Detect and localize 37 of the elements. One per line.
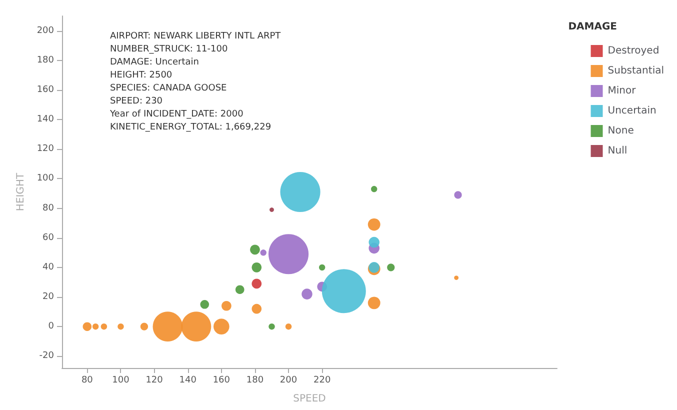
annotation: AIRPORT: NEWARK LIBERTY INTL ARPT [110, 32, 282, 42]
y-tick-label: 60 [42, 232, 54, 243]
y-tick-label: 0 [48, 322, 54, 332]
legend-label: Uncertain [608, 106, 656, 116]
y-tick-label: 140 [36, 114, 54, 125]
legend-title: DAMAGE [568, 22, 618, 32]
y-axis-title: HEIGHT [15, 172, 26, 212]
y-tick-label: 160 [36, 84, 54, 95]
x-tick-label: 160 [212, 376, 230, 386]
y-tick-label: 100 [36, 174, 54, 184]
y-tick-label: 180 [36, 55, 54, 66]
y-tick-label: -20 [39, 351, 54, 362]
x-tick-label: 100 [112, 376, 130, 386]
x-tick-label: 220 [313, 376, 331, 386]
annotation: NUMBER_STRUCK: 11-100 [110, 44, 228, 54]
annotation: SPEED: 230 [110, 96, 163, 106]
annotation: DAMAGE: Uncertain [110, 58, 199, 68]
legend-label: Destroyed [608, 46, 660, 56]
x-axis-title: SPEED [293, 394, 326, 404]
x-tick-label: 180 [246, 376, 264, 386]
y-tick-label: 40 [42, 262, 54, 272]
x-tick-label: 120 [146, 376, 164, 386]
annotation: HEIGHT: 2500 [110, 70, 172, 80]
legend-label: Null [608, 146, 628, 156]
annotation: KINETIC_ENERGY_TOTAL: 1,669,229 [110, 122, 272, 132]
legend-label: Substantial [608, 66, 664, 76]
x-tick-label: 140 [179, 376, 197, 386]
x-tick-label: 200 [280, 376, 298, 386]
legend-label: None [608, 126, 634, 136]
y-tick-label: 120 [36, 144, 54, 154]
annotation: SPECIES: CANADA GOOSE [110, 84, 228, 94]
y-tick-label: 20 [42, 292, 54, 302]
y-tick-label: 80 [42, 203, 54, 214]
y-tick-label: 200 [36, 26, 54, 36]
legend-label: Minor [608, 86, 637, 96]
annotation: Year of INCIDENT_DATE: 2000 [109, 110, 244, 120]
x-tick-label: 80 [81, 376, 94, 386]
